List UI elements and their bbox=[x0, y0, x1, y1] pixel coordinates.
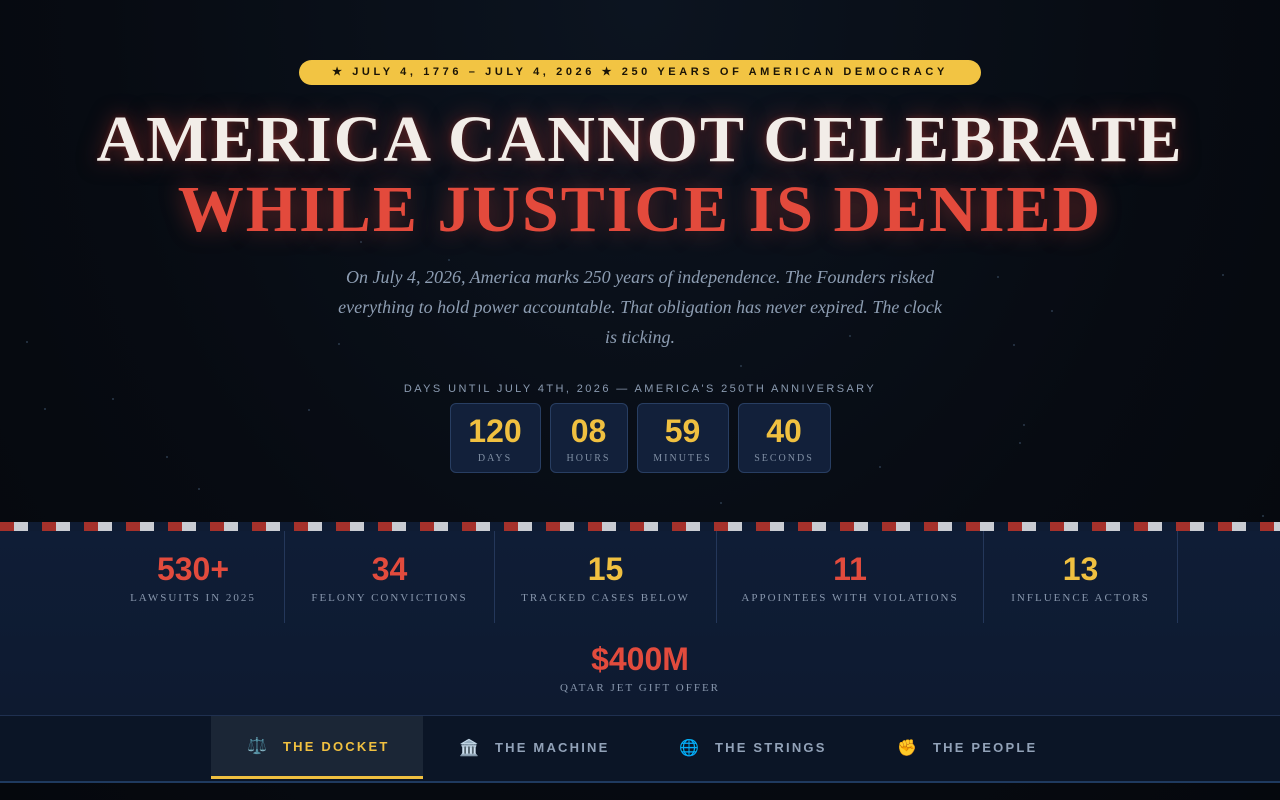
flag-stripe-divider bbox=[0, 522, 1280, 531]
countdown-days: 120 DAYS bbox=[449, 403, 541, 473]
tab-label: THE MACHINE bbox=[495, 740, 610, 755]
globe-icon: 🌐 bbox=[679, 739, 702, 757]
stat-label: INFLUENCE ACTORS bbox=[1011, 592, 1150, 604]
countdown-hours-label: HOURS bbox=[566, 453, 611, 464]
stat-value: 530+ bbox=[156, 551, 230, 587]
countdown-seconds-label: SECONDS bbox=[754, 453, 814, 464]
stats-bar: 530+ LAWSUITS IN 2025 34 FELONY CONVICTI… bbox=[0, 531, 1280, 715]
stat-appointees: 11 APPOINTEES WITH VIOLATIONS bbox=[717, 531, 984, 623]
stat-label: FELONY CONVICTIONS bbox=[311, 592, 468, 604]
tab-label: THE STRINGS bbox=[715, 740, 827, 755]
stat-influence-actors: 13 INFLUENCE ACTORS bbox=[984, 531, 1178, 623]
tab-the-strings[interactable]: 🌐 THE STRINGS bbox=[643, 716, 861, 779]
tab-label: THE DOCKET bbox=[283, 738, 390, 754]
stat-value: 13 bbox=[1062, 551, 1099, 587]
stat-label: QATAR JET GIFT OFFER bbox=[559, 682, 721, 694]
tab-the-machine[interactable]: 🏛️ THE MACHINE bbox=[423, 716, 643, 779]
countdown-seconds: 40 SECONDS bbox=[737, 403, 831, 473]
countdown-hours-value: 08 bbox=[570, 413, 607, 449]
anniversary-badge: ★ JULY 4, 1776 – JULY 4, 2026 ★ 250 YEAR… bbox=[299, 60, 981, 85]
stat-tracked-cases: 15 TRACKED CASES BELOW bbox=[495, 531, 717, 623]
countdown-days-value: 120 bbox=[468, 413, 522, 449]
countdown-minutes-label: MINUTES bbox=[653, 453, 712, 464]
countdown-hours: 08 HOURS bbox=[549, 403, 628, 473]
stat-label: LAWSUITS IN 2025 bbox=[130, 592, 256, 604]
hero-subtitle: On July 4, 2026, America marks 250 years… bbox=[338, 267, 942, 347]
countdown-days-label: DAYS bbox=[477, 453, 513, 464]
countdown-timer: 120 DAYS 08 HOURS 59 MINUTES 40 SECONDS bbox=[0, 403, 1280, 473]
tab-the-people[interactable]: ✊ THE PEOPLE bbox=[861, 716, 1071, 779]
scales-icon: ⚖️ bbox=[247, 738, 270, 755]
countdown-minutes-value: 59 bbox=[664, 413, 701, 449]
building-icon: 🏛️ bbox=[459, 739, 482, 757]
stat-value: 34 bbox=[371, 551, 408, 587]
countdown-label: DAYS UNTIL JULY 4TH, 2026 — AMERICA'S 25… bbox=[403, 383, 877, 395]
stat-qatar-jet: $400M QATAR JET GIFT OFFER bbox=[0, 641, 1280, 694]
fist-icon: ✊ bbox=[897, 739, 920, 757]
stat-value: $400M bbox=[591, 641, 689, 677]
stat-label: APPOINTEES WITH VIOLATIONS bbox=[741, 592, 959, 604]
countdown-minutes: 59 MINUTES bbox=[636, 403, 729, 473]
headline-line-2: WHILE JUSTICE IS DENIED bbox=[177, 173, 1103, 246]
headline-line-1: AMERICA CANNOT CELEBRATE bbox=[96, 103, 1184, 176]
stat-value: 15 bbox=[587, 551, 624, 587]
tab-the-docket[interactable]: ⚖️ THE DOCKET bbox=[211, 716, 423, 779]
countdown-seconds-value: 40 bbox=[766, 413, 802, 449]
tab-label: THE PEOPLE bbox=[933, 740, 1038, 755]
section-nav: ⚖️ THE DOCKET 🏛️ THE MACHINE 🌐 THE STRIN… bbox=[0, 715, 1280, 783]
stat-value: 11 bbox=[833, 551, 867, 587]
stat-label: TRACKED CASES BELOW bbox=[521, 592, 690, 604]
stat-felony-convictions: 34 FELONY CONVICTIONS bbox=[285, 531, 495, 623]
stat-lawsuits: 530+ LAWSUITS IN 2025 bbox=[102, 531, 285, 623]
